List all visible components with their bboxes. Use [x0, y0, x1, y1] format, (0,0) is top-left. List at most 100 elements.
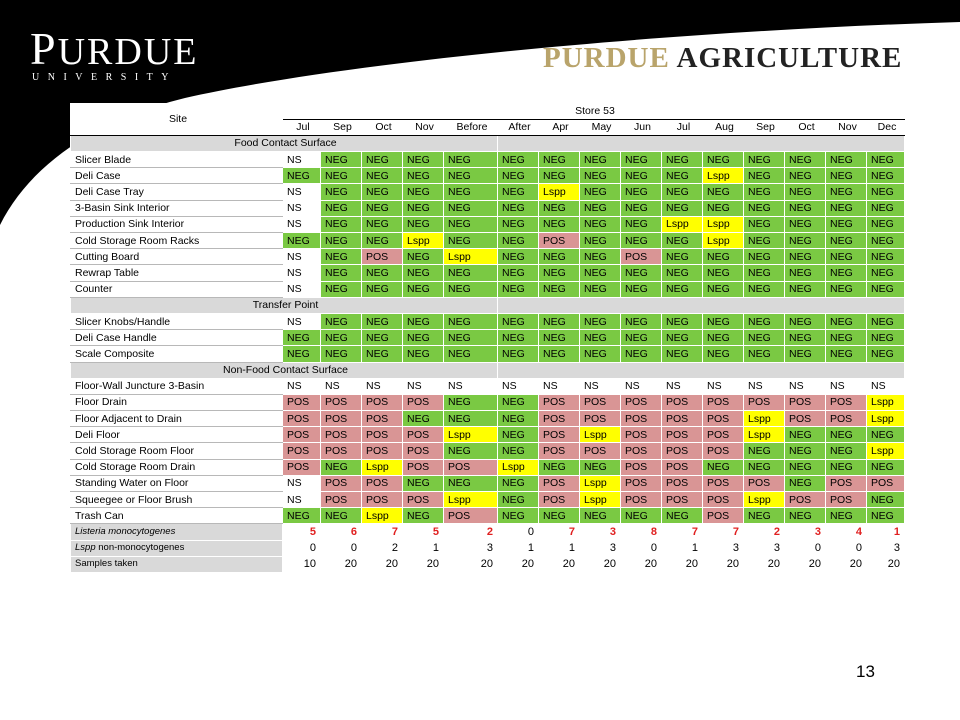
- section-title: Non-Food Contact Surface: [70, 361, 498, 379]
- result-cell: NEG: [743, 248, 785, 266]
- result-cell: NEG: [320, 329, 362, 347]
- result-cell: NEG: [538, 248, 580, 266]
- section-title-fill: [497, 296, 905, 314]
- result-cell: POS: [361, 426, 403, 444]
- result-cell: POS: [620, 426, 662, 444]
- result-cell: Lspp: [702, 167, 744, 185]
- result-cell: NEG: [866, 507, 905, 525]
- result-cell: NEG: [402, 312, 444, 331]
- result-cell: NEG: [443, 151, 498, 169]
- result-cell: NS: [702, 377, 744, 395]
- result-cell: NEG: [743, 458, 785, 476]
- summary-label-italic: Lspp: [75, 542, 96, 554]
- result-cell: NEG: [361, 151, 403, 169]
- result-cell: NEG: [743, 312, 785, 331]
- result-cell: NEG: [443, 474, 498, 493]
- result-cell: NEG: [579, 248, 621, 266]
- result-cell: NEG: [702, 264, 744, 282]
- header-black-swoosh: [0, 0, 960, 225]
- summary-value: 0: [620, 539, 662, 557]
- purdue-university-logo: PURDUE UNIVERSITY: [30, 26, 198, 84]
- result-cell: NEG: [743, 231, 785, 250]
- result-cell: POS: [443, 458, 498, 476]
- summary-value: 7: [702, 523, 744, 541]
- result-cell: NEG: [620, 231, 662, 250]
- result-cell: NEG: [825, 442, 867, 460]
- result-cell: NEG: [402, 183, 444, 201]
- result-cell: Lspp: [743, 410, 785, 428]
- result-cell: NS: [282, 490, 321, 509]
- result-cell: Lspp: [661, 215, 703, 234]
- summary-value: 20: [497, 555, 539, 573]
- result-cell: NEG: [620, 151, 662, 169]
- summary-value: 7: [661, 523, 703, 541]
- result-cell: NEG: [443, 393, 498, 412]
- site-name: 3-Basin Sink Interior: [70, 199, 283, 217]
- result-cell: NEG: [443, 199, 498, 217]
- site-name: Production Sink Interior: [70, 215, 283, 234]
- result-cell: POS: [620, 442, 662, 460]
- summary-value: 20: [402, 555, 444, 573]
- result-cell: NEG: [702, 248, 744, 266]
- summary-value: 5: [282, 523, 321, 541]
- result-cell: NEG: [320, 458, 362, 476]
- page-number: 13: [856, 662, 875, 681]
- table-row: Squeegee or Floor Brush NS POS POS POS Lspp NE…: [70, 490, 905, 509]
- result-cell: POS: [702, 490, 744, 509]
- result-cell: NEG: [866, 312, 905, 331]
- result-cell: NEG: [320, 280, 362, 298]
- result-cell: NEG: [743, 215, 785, 234]
- result-cell: NEG: [784, 474, 826, 493]
- result-cell: POS: [361, 442, 403, 460]
- result-cell: NEG: [320, 248, 362, 266]
- result-cell: NEG: [443, 215, 498, 234]
- result-cell: NS: [866, 377, 905, 395]
- result-cell: NEG: [620, 199, 662, 217]
- result-cell: POS: [282, 393, 321, 412]
- summary-value: 20: [538, 555, 580, 573]
- result-cell: POS: [320, 410, 362, 428]
- store-header: Store 53: [282, 103, 905, 120]
- result-cell: POS: [538, 231, 580, 250]
- result-cell: NEG: [443, 410, 498, 428]
- result-cell: NEG: [866, 280, 905, 298]
- result-cell: POS: [702, 474, 744, 493]
- result-cell: NEG: [661, 280, 703, 298]
- summary-value: 20: [661, 555, 703, 573]
- result-cell: NEG: [579, 264, 621, 282]
- result-cell: NEG: [620, 215, 662, 234]
- site-name: Slicer Blade: [70, 151, 283, 169]
- result-cell: NEG: [661, 183, 703, 201]
- summary-value: 3: [443, 539, 498, 557]
- summary-label-text: Listeria monocytogenes: [75, 525, 176, 537]
- result-cell: NEG: [361, 183, 403, 201]
- result-cell: NEG: [866, 215, 905, 234]
- result-cell: NEG: [497, 215, 539, 234]
- table-row: Floor-Wall Juncture 3-Basin NS NS NS NS NS NS N…: [70, 377, 905, 395]
- summary-value: 20: [702, 555, 744, 573]
- result-cell: POS: [282, 410, 321, 428]
- result-cell: POS: [702, 393, 744, 412]
- site-name: Cold Storage Room Racks: [70, 231, 283, 250]
- result-cell: NEG: [784, 215, 826, 234]
- result-cell: POS: [620, 490, 662, 509]
- result-cell: NEG: [320, 507, 362, 525]
- result-cell: NEG: [825, 167, 867, 185]
- result-cell: NS: [282, 151, 321, 169]
- result-cell: NEG: [620, 329, 662, 347]
- result-cell: NEG: [282, 231, 321, 250]
- result-cell: NEG: [661, 329, 703, 347]
- site-name: Floor-Wall Juncture 3-Basin: [70, 377, 283, 395]
- result-cell: NEG: [402, 329, 444, 347]
- result-cell: NEG: [497, 151, 539, 169]
- result-cell: NEG: [661, 345, 703, 363]
- result-cell: NEG: [402, 280, 444, 298]
- summary-value: 20: [361, 555, 403, 573]
- site-name: Deli Case: [70, 167, 283, 185]
- result-cell: NEG: [866, 167, 905, 185]
- result-cell: NEG: [784, 345, 826, 363]
- result-cell: NS: [282, 183, 321, 201]
- summary-value: 1: [497, 539, 539, 557]
- result-cell: Lspp: [443, 490, 498, 509]
- result-cell: NEG: [702, 329, 744, 347]
